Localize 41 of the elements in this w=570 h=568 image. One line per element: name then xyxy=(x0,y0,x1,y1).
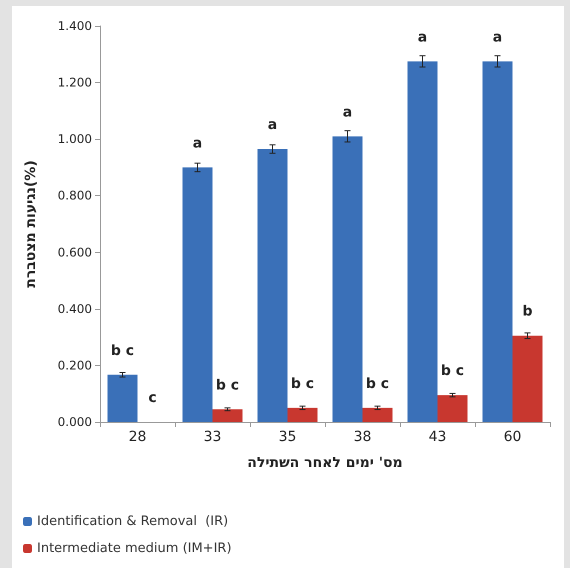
y-tick-label: 0.200 xyxy=(58,358,92,372)
x-tick-label: 35 xyxy=(278,429,296,445)
annotation: b c xyxy=(290,376,314,392)
bar xyxy=(408,61,438,422)
annotation: b c xyxy=(216,377,240,394)
y-axis-title: נגיעות מצטברת(%) xyxy=(23,160,39,288)
annotation: a xyxy=(192,135,202,152)
bar xyxy=(182,167,212,422)
x-tick-label: 33 xyxy=(204,429,222,445)
bar xyxy=(362,408,392,422)
legend-label: Identification & Removal (IR) xyxy=(37,514,228,529)
annotation: b c xyxy=(110,342,134,359)
x-tick-label: 38 xyxy=(354,429,372,445)
y-tick-label: 0.400 xyxy=(58,302,92,316)
x-axis-title: מס' ימים לאחר השתילה xyxy=(247,455,403,471)
annotation: c xyxy=(148,390,157,406)
annotation: b c xyxy=(440,363,464,380)
y-tick-label: 1.000 xyxy=(58,132,92,146)
annotation: a xyxy=(342,104,352,120)
bar xyxy=(212,409,242,422)
annotation: a xyxy=(418,29,428,46)
legend-label: Intermediate medium (IM+IR) xyxy=(37,541,232,556)
bar xyxy=(288,408,318,422)
x-tick-label: 28 xyxy=(128,429,146,445)
x-tick-label: 43 xyxy=(428,429,446,445)
bar xyxy=(108,374,138,422)
y-tick-label: 1.200 xyxy=(58,76,92,90)
y-tick-label: 1.400 xyxy=(58,19,92,33)
y-tick-label: 0.600 xyxy=(58,245,92,260)
bar xyxy=(258,149,288,422)
y-tick-label: 0.800 xyxy=(58,188,92,203)
annotation: a xyxy=(492,29,502,46)
y-tick-label: 0.000 xyxy=(58,415,92,429)
annotation: b xyxy=(522,304,533,320)
annotation: b c xyxy=(366,376,390,392)
x-tick-label: 60 xyxy=(504,429,522,445)
bar xyxy=(332,136,362,422)
annotation: a xyxy=(268,117,278,134)
bar xyxy=(482,61,512,422)
bar xyxy=(438,395,468,422)
bar xyxy=(512,336,542,422)
